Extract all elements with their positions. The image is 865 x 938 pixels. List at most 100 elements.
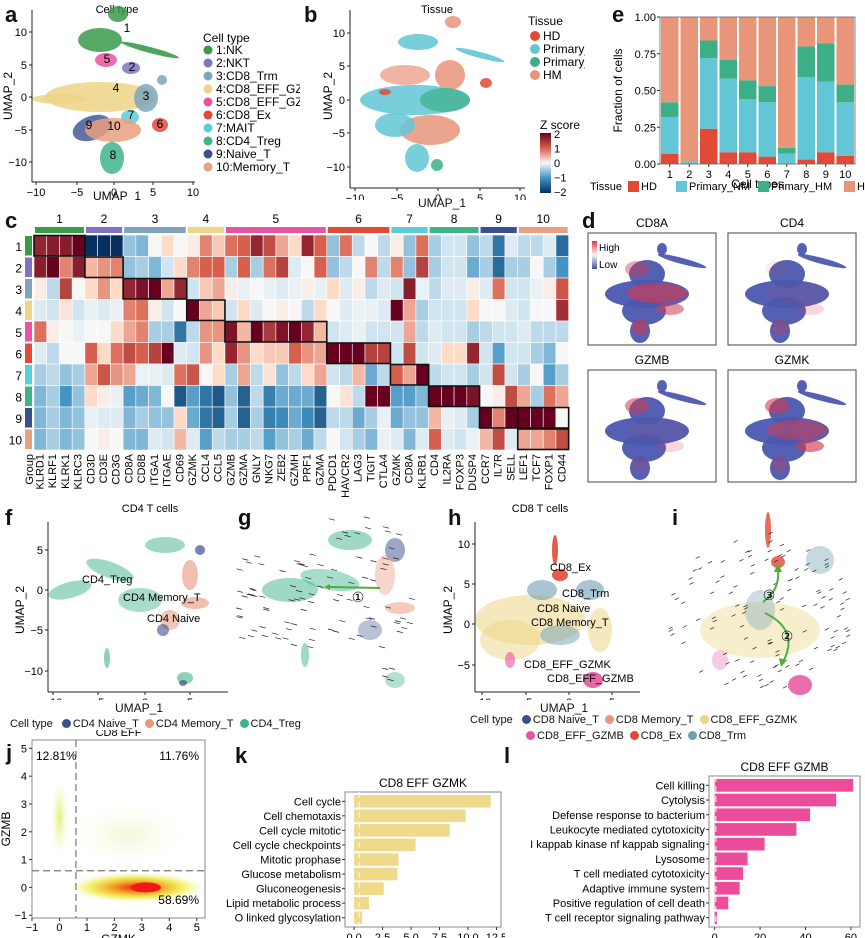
cluster-label: 9 [86, 118, 93, 132]
velocity-arrow [816, 590, 820, 592]
gene-label: CD3E [98, 454, 110, 483]
expression-legend-bar [592, 241, 597, 269]
heatmap-cell [429, 235, 442, 257]
legend-dot [204, 98, 213, 107]
heatmap-cell [263, 321, 276, 343]
velocity-arrow [750, 661, 754, 663]
umap-tissue: Tissue 1050−5−10−10 −5 0 5 10 UMAP_2 Tissue … [300, 0, 585, 200]
heatmap-cell [352, 235, 365, 257]
heatmap-cell [199, 257, 212, 279]
velocity-arrow [401, 627, 407, 629]
heatmap-cell [85, 278, 98, 300]
group-header: 7 [406, 212, 413, 226]
heatmap-cell [416, 235, 429, 257]
heatmap-cell [212, 257, 225, 279]
cluster-blob [656, 303, 684, 315]
heatmap-cell [187, 364, 200, 386]
heatmap-cell [187, 300, 200, 322]
cluster-blob [179, 680, 187, 686]
row-color-bar [25, 365, 32, 385]
cluster-blob [157, 624, 169, 636]
panel-b-title: Tissue [421, 4, 453, 16]
heatmap-cell [441, 364, 454, 386]
category-label: Defense response to bacterium [552, 810, 705, 822]
x-tick-label: 1 [84, 922, 90, 934]
x-tick-label: −10 [473, 697, 492, 700]
heatmap-cell [340, 321, 353, 343]
y-tick-label: −10 [24, 666, 43, 678]
gene-label: CD3D [85, 454, 97, 484]
heatmap-cell [365, 235, 378, 257]
heatmap-cell [212, 235, 225, 257]
heatmap-cell [136, 386, 149, 408]
heatmap-cell [441, 407, 454, 429]
heatmap-cell [390, 257, 403, 279]
heatmap-cell [378, 278, 391, 300]
heatmap-cell [480, 429, 493, 451]
row-label: 1 [15, 240, 22, 254]
heatmap-cell [518, 300, 531, 322]
heatmap-cell [59, 300, 72, 322]
velocity-arrow [750, 572, 754, 574]
velocity-arrow [732, 678, 736, 680]
velocity-arrow [328, 629, 334, 631]
bar-segment-hd [720, 152, 738, 164]
y-tick-label: 10 [15, 27, 27, 39]
heatmap-cell [47, 300, 60, 322]
heatmap-cell [110, 364, 123, 386]
velocity-arrow [263, 607, 269, 609]
gene-label: IL2RA [442, 453, 454, 484]
heatmap-cell [34, 235, 47, 257]
heatmap-cell [34, 257, 47, 279]
velocity-arrow [379, 646, 385, 648]
heatmap-cell [556, 321, 569, 343]
heatmap-cell [365, 300, 378, 322]
heatmap-cell [530, 429, 543, 451]
heatmap-cell [340, 278, 353, 300]
heatmap-cell [59, 343, 72, 365]
x-tick-label: 2.5 [375, 932, 390, 938]
heatmap-cell [263, 386, 276, 408]
cluster-blob [120, 39, 180, 60]
heatmap-cell [34, 343, 47, 365]
feature-title: CD4 [780, 216, 804, 230]
bar-segment-primary-hm [778, 148, 796, 154]
velocity-arrow [394, 622, 400, 624]
heatmap-cell [187, 343, 200, 365]
umap-a-points: 123456789 10 [32, 6, 180, 174]
velocity-arrow [829, 588, 833, 590]
heatmap-cell [390, 321, 403, 343]
heatmap-cell [225, 407, 238, 429]
heatmap-cell [123, 235, 136, 257]
velocity-arrow [760, 686, 764, 688]
heatmap-cell [161, 407, 174, 429]
heatmap-cell [441, 321, 454, 343]
bar [715, 853, 748, 866]
heatmap-cell [72, 278, 85, 300]
heatmap-cell [59, 235, 72, 257]
umap-cd4: CD4 T cells 50−5−10−10−505 UMAP_2 CD4_Tr… [0, 500, 230, 700]
heatmap-cell [416, 429, 429, 451]
heatmap-cell [543, 429, 556, 451]
row-label: 10 [9, 433, 23, 447]
heatmap-cell [174, 386, 187, 408]
heatmap-cell [403, 278, 416, 300]
heatmap-cell [378, 386, 391, 408]
x-tick-label: 4 [166, 922, 172, 934]
heatmap-cell [340, 235, 353, 257]
velocity-arrow [814, 647, 818, 649]
velocity-arrow [778, 670, 782, 672]
group-header: 2 [101, 212, 108, 226]
heatmap-cell [59, 407, 72, 429]
y-tick-label: −5 [30, 625, 43, 637]
row-label: 2 [15, 261, 22, 275]
heatmap-cell [518, 278, 531, 300]
heatmap-cell [505, 364, 518, 386]
heatmap-cell [212, 429, 225, 451]
heatmap-cell [72, 257, 85, 279]
heatmap-cell [556, 343, 569, 365]
velocity-arrow [248, 635, 254, 637]
heatmap-cell [136, 343, 149, 365]
heatmap-cell [492, 321, 505, 343]
y-tick-label: −10 [326, 162, 345, 174]
